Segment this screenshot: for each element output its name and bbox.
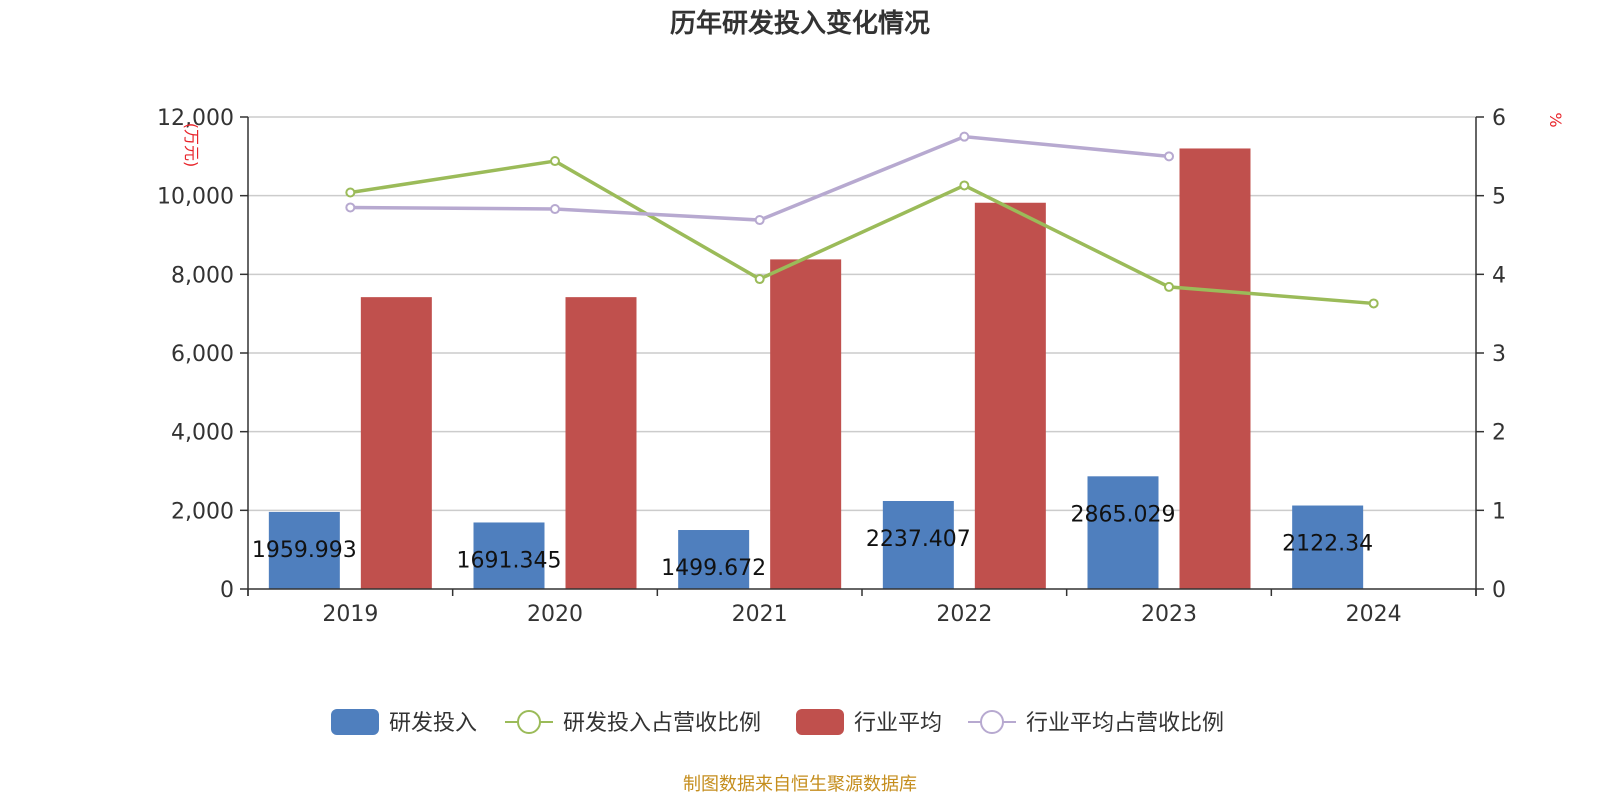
legend-label: 研发投入占营收比例 <box>563 711 761 736</box>
x-axis-tick-label: 2019 <box>322 602 378 627</box>
line-point <box>754 274 765 285</box>
bar-industry-average <box>974 202 1046 589</box>
series-lines <box>345 131 1379 309</box>
bar-data-label: 1959.993 <box>252 538 357 563</box>
left-axis-unit: (万元) <box>182 123 201 168</box>
legend-swatch <box>331 709 379 735</box>
x-axis-tick-label: 2022 <box>936 602 992 627</box>
line-point <box>1164 151 1174 162</box>
x-axis-tick-label: 2023 <box>1141 602 1197 627</box>
bar-rd-investment <box>473 522 545 589</box>
line-point <box>959 131 970 142</box>
legend-swatch <box>796 709 844 735</box>
bar-data-label: 2122.34 <box>1282 532 1373 557</box>
axes: 0 2,000 4,000 6,000 8,000 10,000 12,000 0 1 2 3 4 5 6… <box>157 106 1506 627</box>
right-axis-tick-label: 3 <box>1492 342 1506 367</box>
bar-rd-investment <box>1087 476 1159 589</box>
left-axis-tick-label: 8,000 <box>171 263 234 288</box>
right-axis-tick-label: 6 <box>1492 106 1506 131</box>
grid-lines <box>248 116 1476 512</box>
right-axis-tick-label: 4 <box>1492 263 1506 288</box>
left-axis-tick-label: 2,000 <box>171 499 234 524</box>
bar-industry-average <box>360 297 432 589</box>
left-axis-tick-label: 4,000 <box>171 421 234 446</box>
bar-industry-average <box>770 259 842 589</box>
left-axis-tick-label: 10,000 <box>157 185 234 210</box>
bar-rd-investment <box>678 530 750 589</box>
right-axis-unit: % <box>1546 112 1565 127</box>
line-point <box>754 215 765 226</box>
legend-label: 研发投入 <box>389 711 477 736</box>
bar-rd-investment <box>268 511 340 589</box>
bar-data-label: 2237.407 <box>866 527 971 552</box>
bar-data-label: 1499.672 <box>661 556 766 581</box>
legend-marker <box>980 710 1004 734</box>
right-axis-tick-label: 1 <box>1492 499 1506 524</box>
data-labels: 1959.993 1691.345 1499.672 2237.407 2865.029… <box>252 502 1373 581</box>
line-point <box>959 180 970 191</box>
line-point <box>550 156 560 167</box>
left-axis-tick-label: 12,000 <box>157 106 234 131</box>
line-point <box>550 204 560 215</box>
right-axis-tick-label: 2 <box>1492 421 1506 446</box>
bar-rd-investment <box>1292 505 1364 589</box>
line-point <box>1164 281 1174 292</box>
chart-title: 历年研发投入变化情况 <box>670 8 930 39</box>
line-point <box>1368 298 1379 309</box>
bar-industry-average <box>1179 148 1251 589</box>
line-point <box>345 202 356 213</box>
line-series-industry-ratio <box>350 134 1170 222</box>
bar-data-label: 1691.345 <box>457 548 562 573</box>
legend: 研发投入 研发投入占营收比例 行业平均 行业平均占营收比例 <box>331 709 1224 736</box>
x-axis-tick-label: 2020 <box>527 602 583 627</box>
right-axis-tick-label: 5 <box>1492 185 1506 210</box>
source-note: 制图数据来自恒生聚源数据库 <box>683 774 917 795</box>
line-point <box>345 187 356 198</box>
x-axis-tick-label: 2024 <box>1346 602 1402 627</box>
left-axis-tick-label: 0 <box>220 578 234 603</box>
line-series-rd-ratio <box>350 159 1374 306</box>
bar-rd-investment <box>882 500 954 589</box>
right-axis-tick-label: 0 <box>1492 578 1506 603</box>
bars <box>268 148 1364 589</box>
left-axis-tick-label: 6,000 <box>171 342 234 367</box>
legend-label: 行业平均占营收比例 <box>1026 711 1224 736</box>
bar-data-label: 2865.029 <box>1071 502 1176 527</box>
bar-industry-average <box>565 297 637 589</box>
legend-label: 行业平均 <box>854 711 942 736</box>
legend-marker <box>517 710 541 734</box>
x-axis-tick-label: 2021 <box>732 602 788 627</box>
